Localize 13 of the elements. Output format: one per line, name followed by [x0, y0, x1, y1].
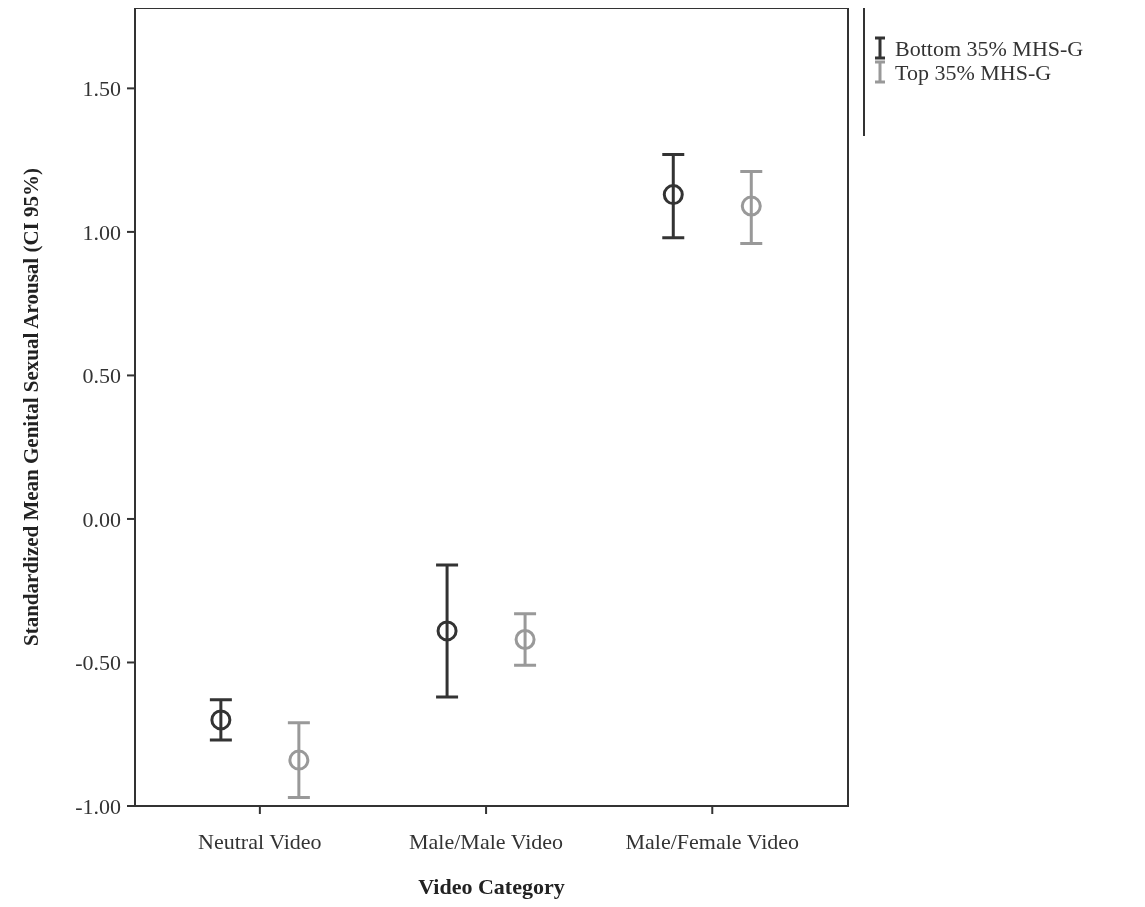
y-tick-label: 1.50 — [82, 76, 121, 102]
y-tick-label: -1.00 — [75, 793, 121, 819]
x-tick-label: Male/Male Video — [409, 829, 564, 854]
x-tick-label: Neutral Video — [198, 829, 322, 854]
y-tick-label: 0.50 — [82, 363, 121, 389]
y-tick-label: 0.00 — [82, 506, 121, 532]
x-axis-title: Video Category — [418, 874, 565, 899]
y-axis-title: Standardized Mean Genital Sexual Arousal (CI 95%) — [19, 168, 43, 646]
x-tick-label: Male/Female Video — [625, 829, 800, 854]
y-tick-label: -0.50 — [75, 650, 121, 676]
y-tick-label: 1.00 — [82, 219, 121, 245]
legend-label: Top 35% MHS-G — [895, 59, 1052, 85]
legend-label: Bottom 35% MHS-G — [895, 35, 1084, 61]
